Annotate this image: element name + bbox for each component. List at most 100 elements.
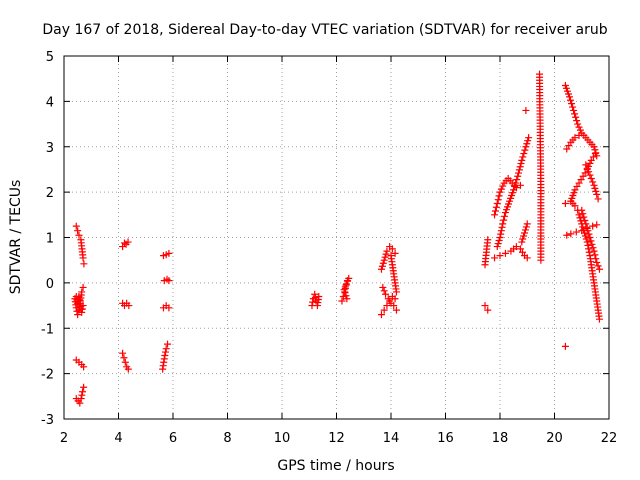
data-point-marker — [582, 161, 590, 169]
data-point-marker — [589, 178, 597, 186]
data-point-marker — [76, 399, 84, 407]
data-point-marker — [563, 231, 571, 239]
data-point-marker — [586, 159, 594, 167]
data-point-marker — [119, 243, 127, 251]
data-point-marker — [588, 240, 596, 248]
x-tick-label: 20 — [546, 431, 563, 446]
data-point-marker — [78, 305, 86, 313]
data-point-marker — [80, 363, 88, 371]
data-point-marker — [491, 254, 499, 262]
data-point-marker — [491, 207, 499, 215]
data-point-marker — [491, 211, 499, 219]
data-point-marker — [593, 258, 601, 266]
data-point-marker — [78, 308, 86, 316]
data-point-marker — [593, 221, 601, 229]
data-point-marker — [537, 256, 545, 264]
data-point-marker — [592, 187, 600, 195]
data-point-marker — [119, 349, 127, 357]
data-point-marker — [585, 168, 593, 176]
data-point-marker — [513, 176, 521, 184]
data-point-marker — [519, 153, 527, 161]
data-point-marker — [382, 250, 390, 258]
data-point-marker — [571, 202, 579, 210]
data-point-marker — [594, 262, 602, 270]
data-point-marker — [497, 185, 505, 193]
data-point-marker — [72, 222, 80, 230]
data-point-marker — [590, 247, 598, 255]
data-point-marker — [576, 214, 584, 222]
data-point-marker — [521, 226, 529, 234]
data-point-marker — [512, 179, 520, 187]
data-point-marker — [79, 302, 87, 310]
data-point-marker — [391, 249, 399, 257]
data-point-marker — [120, 239, 128, 247]
data-point-marker — [567, 230, 575, 238]
data-point-marker — [496, 252, 504, 260]
data-point-marker — [514, 172, 522, 180]
data-point-marker — [518, 238, 526, 246]
data-point-marker — [521, 229, 529, 237]
data-point-marker — [569, 103, 577, 111]
data-point-marker — [78, 391, 86, 399]
y-tick-label: -1 — [41, 322, 54, 337]
data-point-marker — [590, 143, 598, 151]
data-point-marker — [575, 211, 583, 219]
data-point-marker — [79, 254, 87, 262]
data-point-marker — [592, 255, 600, 263]
data-point-marker — [484, 236, 492, 244]
x-tick-label: 16 — [437, 431, 454, 446]
data-point-marker — [565, 93, 573, 101]
data-point-marker — [574, 120, 582, 128]
data-point-marker — [380, 287, 388, 295]
x-tick-label: 18 — [492, 431, 509, 446]
x-tick-label: 22 — [601, 431, 618, 446]
y-tick-label: -2 — [41, 368, 54, 383]
data-point-marker — [377, 311, 385, 319]
data-point-marker — [522, 143, 530, 151]
data-point-marker — [581, 232, 589, 240]
data-point-marker — [164, 340, 172, 348]
data-point-marker — [595, 315, 603, 323]
data-point-marker — [165, 277, 173, 285]
data-point-marker — [377, 265, 385, 273]
data-point-marker — [581, 216, 589, 224]
data-point-marker — [125, 302, 133, 310]
x-tick-label: 14 — [383, 431, 400, 446]
data-point-marker — [582, 220, 590, 228]
data-point-marker — [497, 230, 505, 238]
x-tick-label: 12 — [328, 431, 345, 446]
data-point-marker — [76, 296, 84, 304]
data-point-marker — [492, 203, 500, 211]
data-point-marker — [495, 192, 503, 200]
data-point-marker — [587, 237, 595, 245]
data-point-marker — [594, 195, 602, 203]
data-point-marker — [517, 160, 525, 168]
data-point-marker — [524, 137, 532, 145]
data-point-marker — [595, 265, 603, 273]
x-tick-label: 6 — [169, 431, 177, 446]
data-point-marker — [496, 234, 504, 241]
data-point-marker — [165, 249, 173, 257]
data-point-marker — [516, 181, 524, 189]
y-tick-label: 0 — [46, 277, 54, 292]
data-point-marker — [589, 244, 597, 252]
data-point-marker — [341, 289, 349, 297]
data-point-marker — [392, 306, 400, 314]
data-point-marker — [591, 251, 599, 259]
x-tick-label: 10 — [274, 431, 291, 446]
data-point-marker — [161, 351, 169, 359]
data-point-marker — [501, 249, 509, 257]
data-point-marker — [497, 227, 505, 235]
data-point-marker — [572, 228, 580, 236]
data-point-marker — [523, 140, 531, 148]
data-point-marker — [510, 186, 518, 194]
data-point-marker — [499, 220, 507, 228]
data-point-marker — [388, 245, 396, 253]
data-point-marker — [75, 292, 83, 300]
data-point-marker — [162, 345, 170, 353]
data-point-marker — [582, 235, 590, 243]
data-point-marker — [590, 181, 598, 189]
data-point-marker — [585, 230, 593, 238]
